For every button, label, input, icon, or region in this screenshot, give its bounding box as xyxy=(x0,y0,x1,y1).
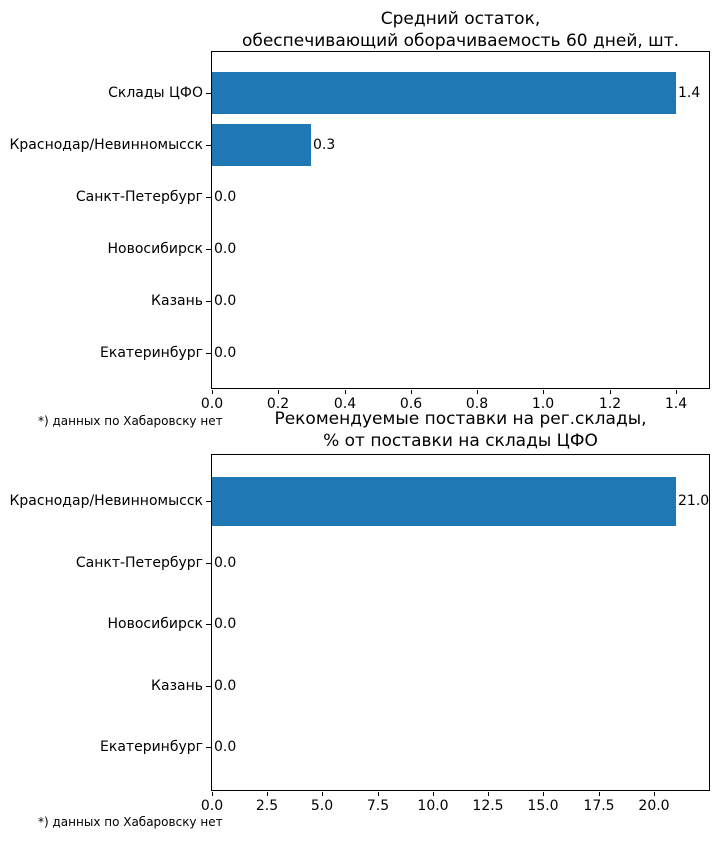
x-tick-mark xyxy=(676,390,677,394)
bar xyxy=(212,124,311,166)
x-tick-mark xyxy=(212,390,213,394)
x-tick-label: 1.0 xyxy=(531,396,555,412)
category-label: Казань xyxy=(151,293,203,309)
x-tick-label: 1.4 xyxy=(664,396,688,412)
y-tick-mark xyxy=(206,93,211,94)
x-tick-mark xyxy=(322,792,323,796)
x-tick-label: 2.5 xyxy=(255,798,279,814)
x-tick-label: 0.8 xyxy=(465,396,489,412)
bar-value-label: 0.0 xyxy=(214,555,237,571)
category-label: Новосибирск xyxy=(107,241,203,257)
x-tick-label: 12.5 xyxy=(472,798,504,814)
y-tick-mark xyxy=(206,501,211,502)
category-label: Екатеринбург xyxy=(100,345,203,361)
x-tick-mark xyxy=(543,792,544,796)
bar-value-label: 0.0 xyxy=(214,678,237,694)
category-label: Краснодар/Невинномысск xyxy=(9,137,203,153)
category-label: Склады ЦФО xyxy=(108,85,203,101)
x-tick-mark xyxy=(477,390,478,394)
bar-value-label: 0.0 xyxy=(214,241,237,257)
x-tick-label: 15.0 xyxy=(527,798,559,814)
bar xyxy=(212,72,676,114)
category-label: Екатеринбург xyxy=(100,739,203,755)
x-tick-label: 1.2 xyxy=(598,396,622,412)
category-label: Санкт-Петербург xyxy=(75,555,203,571)
x-tick-label: 0.4 xyxy=(333,396,357,412)
chart-title: Средний остаток, обеспечивающий оборачив… xyxy=(241,9,680,51)
x-tick-mark xyxy=(599,792,600,796)
bar-value-label: 0.0 xyxy=(214,189,237,205)
category-label: Казань xyxy=(151,678,203,694)
bar xyxy=(212,476,676,526)
plot-area xyxy=(211,51,710,389)
x-tick-label: 0.2 xyxy=(266,396,290,412)
x-tick-label: 20.0 xyxy=(638,798,670,814)
footnote: *) данных по Хабаровску нет xyxy=(38,414,223,428)
bar-value-label: 0.0 xyxy=(214,616,237,632)
x-tick-label: 5.0 xyxy=(310,798,334,814)
x-tick-mark xyxy=(212,792,213,796)
bar-value-label: 0.0 xyxy=(214,345,237,361)
y-tick-mark xyxy=(206,301,211,302)
y-tick-mark xyxy=(206,563,211,564)
x-tick-mark xyxy=(278,390,279,394)
x-tick-label: 0.0 xyxy=(200,798,224,814)
x-tick-mark xyxy=(654,792,655,796)
x-tick-label: 7.5 xyxy=(366,798,390,814)
category-label: Санкт-Петербург xyxy=(75,189,203,205)
x-tick-mark xyxy=(488,792,489,796)
chart-title: Рекомендуемые поставки на рег.склады, % … xyxy=(274,409,647,451)
y-tick-mark xyxy=(206,624,211,625)
x-tick-mark xyxy=(345,390,346,394)
y-tick-mark xyxy=(206,249,211,250)
y-tick-mark xyxy=(206,145,211,146)
bar-value-label: 21.0 xyxy=(678,493,710,509)
category-label: Новосибирск xyxy=(107,616,203,632)
bar-value-label: 0.0 xyxy=(214,739,237,755)
x-tick-mark xyxy=(433,792,434,796)
x-tick-label: 10.0 xyxy=(417,798,449,814)
y-tick-mark xyxy=(206,686,211,687)
bar-value-label: 0.3 xyxy=(313,137,336,153)
plot-area xyxy=(211,454,710,791)
x-tick-mark xyxy=(543,390,544,394)
x-tick-mark xyxy=(610,390,611,394)
x-tick-label: 0.6 xyxy=(399,396,423,412)
x-tick-label: 0.0 xyxy=(200,396,224,412)
x-tick-mark xyxy=(378,792,379,796)
y-tick-mark xyxy=(206,747,211,748)
bar-value-label: 0.0 xyxy=(214,293,237,309)
x-tick-label: 17.5 xyxy=(583,798,615,814)
category-label: Краснодар/Невинномысск xyxy=(9,493,203,509)
y-tick-mark xyxy=(206,353,211,354)
y-tick-mark xyxy=(206,197,211,198)
x-tick-mark xyxy=(267,792,268,796)
bar-value-label: 1.4 xyxy=(678,85,701,101)
x-tick-mark xyxy=(411,390,412,394)
footnote: *) данных по Хабаровску нет xyxy=(38,815,223,829)
